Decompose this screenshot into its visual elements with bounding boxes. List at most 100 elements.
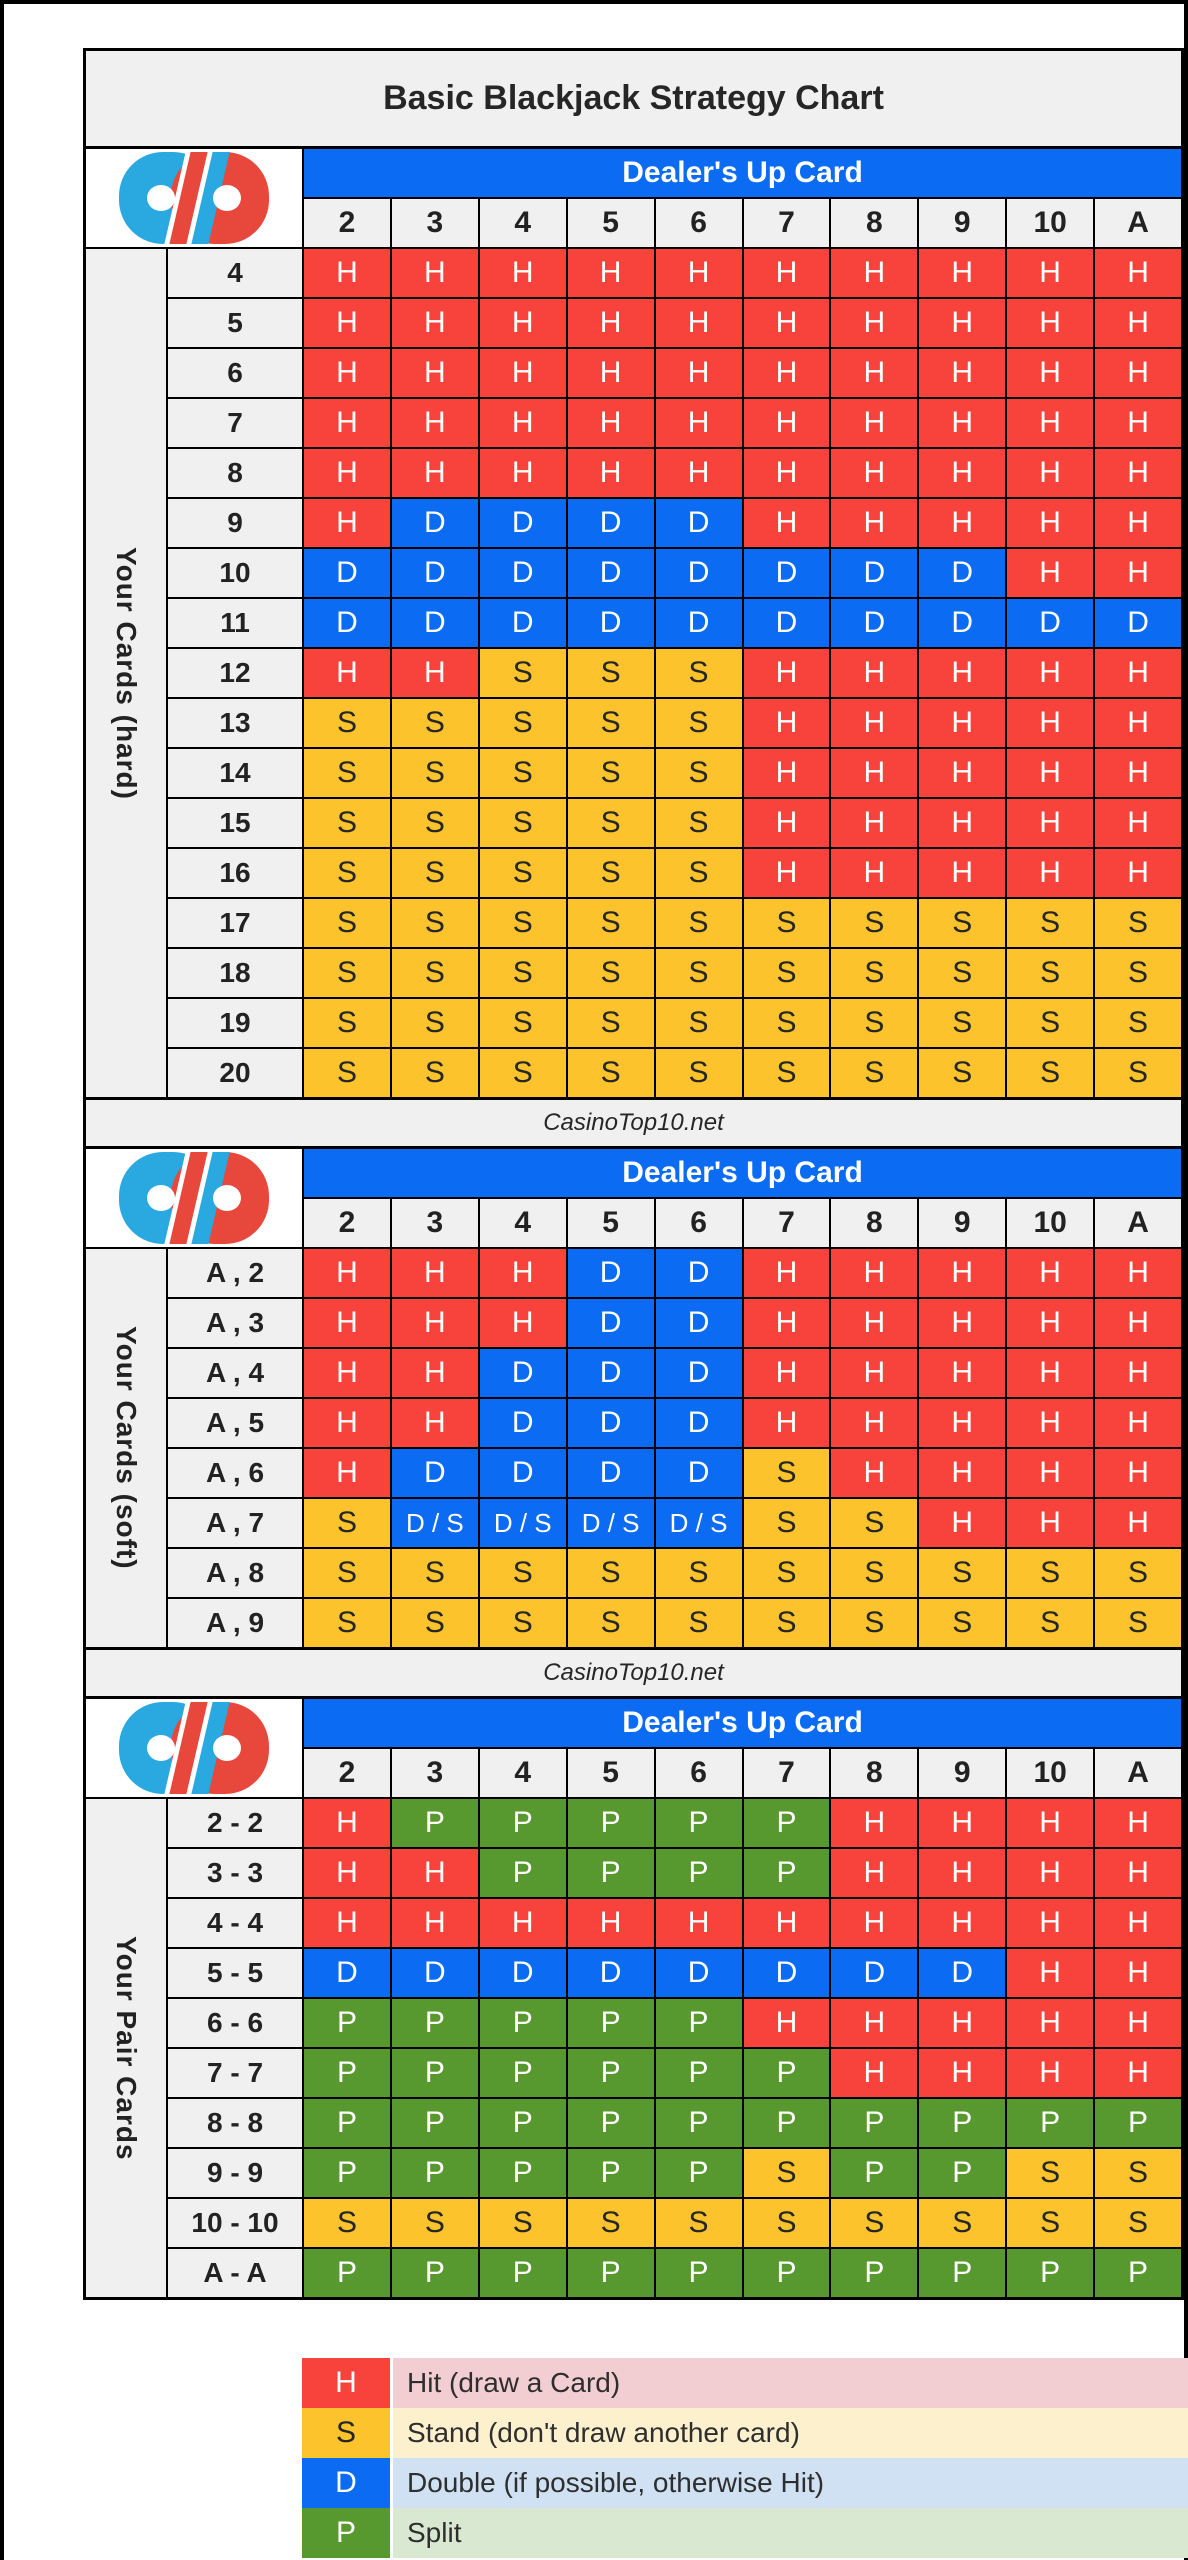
- strategy-cell: P: [743, 2049, 830, 2097]
- strategy-cell: H: [743, 1249, 830, 1297]
- strategy-cell: D: [479, 1349, 566, 1397]
- strategy-cell: D: [655, 549, 742, 597]
- strategy-cell: H: [1007, 749, 1094, 797]
- strategy-cell: H: [391, 649, 478, 697]
- strategy-cell: S: [479, 899, 566, 947]
- row-label: 9: [168, 499, 302, 547]
- strategy-cell: H: [304, 1399, 390, 1447]
- strategy-cell: D: [567, 1349, 654, 1397]
- strategy-cell: S: [304, 699, 390, 747]
- outer-border-top: [0, 0, 1188, 4]
- strategy-cell: P: [743, 1799, 830, 1847]
- strategy-cell: S: [655, 999, 742, 1047]
- dealer-card-column-header: 8: [831, 199, 918, 247]
- strategy-cell: D: [567, 1949, 654, 1997]
- logo-left-hole: [147, 1185, 175, 1211]
- strategy-cell: H: [919, 1249, 1006, 1297]
- strategy-cell: S: [391, 1549, 478, 1597]
- strategy-cell: S: [391, 1049, 478, 1097]
- strategy-cell: H: [743, 849, 830, 897]
- strategy-cell: S: [919, 999, 1006, 1047]
- strategy-cell: H: [567, 299, 654, 347]
- strategy-cell: P: [1095, 2099, 1181, 2147]
- strategy-cell: H: [1095, 349, 1181, 397]
- strategy-cell: H: [831, 299, 918, 347]
- strategy-cell: S: [655, 799, 742, 847]
- strategy-cell: H: [304, 649, 390, 697]
- strategy-cell: S: [831, 949, 918, 997]
- strategy-cell: H: [304, 1849, 390, 1897]
- strategy-cell: S: [743, 899, 830, 947]
- strategy-cell: H: [743, 1899, 830, 1947]
- strategy-cell: H: [304, 449, 390, 497]
- logo-right-hole: [213, 1735, 241, 1761]
- strategy-cell: H: [391, 249, 478, 297]
- strategy-cell: S: [391, 699, 478, 747]
- strategy-cell: H: [1007, 1299, 1094, 1347]
- strategy-cell: S: [391, 999, 478, 1047]
- dealer-card-column-header: 5: [567, 1199, 654, 1247]
- strategy-cell: D: [567, 1299, 654, 1347]
- strategy-cell: D: [567, 1249, 654, 1297]
- strategy-cell: P: [743, 2249, 830, 2297]
- strategy-cell: P: [567, 2149, 654, 2197]
- strategy-cell: H: [831, 649, 918, 697]
- watermark-text: CasinoTop10.net: [86, 1647, 1181, 1699]
- strategy-cell: S: [391, 1599, 478, 1647]
- dealer-card-column-header: 3: [391, 1199, 478, 1247]
- strategy-cell: H: [479, 299, 566, 347]
- strategy-cell: S: [567, 949, 654, 997]
- strategy-cell: S: [391, 849, 478, 897]
- strategy-cell: S: [831, 1599, 918, 1647]
- row-label: 14: [168, 749, 302, 797]
- strategy-cell: S: [1095, 2199, 1181, 2247]
- strategy-cell: P: [391, 2049, 478, 2097]
- dealer-card-column-header: 10: [1007, 1199, 1094, 1247]
- strategy-cell: S: [655, 1049, 742, 1097]
- strategy-cell: H: [304, 499, 390, 547]
- strategy-cell: P: [567, 1799, 654, 1847]
- row-label: 5: [168, 299, 302, 347]
- strategy-cell: H: [743, 399, 830, 447]
- strategy-cell: D: [567, 499, 654, 547]
- legend-label: Split: [393, 2508, 1188, 2558]
- row-label: 11: [168, 599, 302, 647]
- row-label: A , 4: [168, 1349, 302, 1397]
- row-label: 9 - 9: [168, 2149, 302, 2197]
- strategy-cell: H: [919, 299, 1006, 347]
- strategy-cell: H: [1095, 1449, 1181, 1497]
- strategy-cell: H: [1095, 299, 1181, 347]
- strategy-cell: P: [831, 2249, 918, 2297]
- dealer-card-column-header: 4: [479, 199, 566, 247]
- dealer-card-column-header: 7: [743, 1199, 830, 1247]
- strategy-cell: P: [391, 2249, 478, 2297]
- strategy-cell: H: [1095, 1899, 1181, 1947]
- strategy-cell: S: [304, 799, 390, 847]
- strategy-cell: S: [743, 1599, 830, 1647]
- strategy-cell: S: [1095, 899, 1181, 947]
- strategy-cell: S: [1007, 1599, 1094, 1647]
- dealer-card-column-header: 3: [391, 1749, 478, 1797]
- legend-label: Stand (don't draw another card): [393, 2408, 1188, 2458]
- strategy-cell: S: [304, 749, 390, 797]
- strategy-cell: H: [831, 1249, 918, 1297]
- strategy-cell: D: [391, 1449, 478, 1497]
- strategy-cell: D / S: [567, 1499, 654, 1547]
- strategy-cell: H: [919, 1499, 1006, 1547]
- strategy-cell: H: [919, 1349, 1006, 1397]
- strategy-cell: H: [1007, 249, 1094, 297]
- row-label: A , 3: [168, 1299, 302, 1347]
- strategy-cell: P: [567, 2099, 654, 2147]
- strategy-cell: S: [831, 2199, 918, 2247]
- strategy-cell: H: [479, 349, 566, 397]
- strategy-cell: P: [567, 1849, 654, 1897]
- strategy-cell: H: [1095, 1249, 1181, 1297]
- strategy-cell: P: [655, 2099, 742, 2147]
- strategy-cell: P: [919, 2149, 1006, 2197]
- strategy-cell: H: [1095, 399, 1181, 447]
- strategy-cell: S: [743, 949, 830, 997]
- strategy-cell: S: [391, 2199, 478, 2247]
- row-label: 6: [168, 349, 302, 397]
- strategy-cell: H: [831, 1299, 918, 1347]
- strategy-cell: H: [743, 349, 830, 397]
